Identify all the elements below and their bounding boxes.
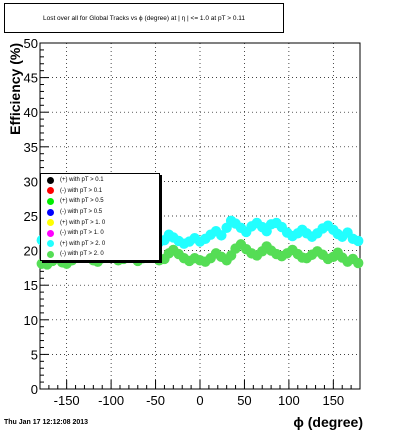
legend-label: (-) with pT > 0.5: [60, 209, 103, 216]
legend-label: (-) with pT > 2. 0: [60, 251, 104, 258]
y-tick-label: 45: [24, 71, 38, 86]
legend-label: (-) with pT > 1. 0: [60, 230, 104, 237]
y-tick-label: 35: [24, 140, 38, 155]
legend-marker-icon: [47, 250, 54, 258]
footer-timestamp: Thu Jan 17 12:12:08 2013: [4, 419, 89, 426]
x-tick-label: -100: [98, 393, 124, 408]
x-tick-label: -50: [146, 393, 165, 408]
legend-item: (-) with pT > 1. 0: [47, 228, 159, 239]
legend-label: (+) with pT > 2. 0: [60, 240, 106, 247]
legend-item: (+) with pT > 1. 0: [47, 217, 159, 228]
legend-item: (+) with pT > 0.5: [47, 196, 159, 207]
axis-ticks: -150 -100 -50 0 50 100 150 0 5 10 15 20 25 30 35 40 45 50: [24, 36, 361, 408]
y-tick-label: 50: [24, 36, 38, 51]
x-tick-label: 150: [322, 393, 344, 408]
y-tick-label: 10: [24, 313, 38, 328]
data-point: [216, 230, 227, 241]
chart-title: Lost over all for Global Tracks vs ϕ (de…: [42, 14, 246, 22]
data-point: [353, 235, 364, 247]
y-tick-label: 15: [24, 278, 38, 293]
legend-item: (+) with pT > 2. 0: [47, 239, 159, 250]
legend-item: (-) with pT > 0.1: [47, 186, 159, 197]
x-tick-label: 100: [278, 393, 300, 408]
x-tick-label: 0: [196, 393, 203, 408]
legend-marker-icon: [47, 187, 54, 195]
legend-marker-icon: [47, 176, 54, 184]
data-point: [353, 257, 364, 269]
y-tick-label: 20: [24, 244, 38, 259]
x-tick-label: -150: [54, 393, 80, 408]
legend-label: (+) with pT > 1. 0: [60, 219, 106, 226]
legend: (+) with pT > 0.1 (-) with pT > 0.1 (+) …: [40, 173, 160, 261]
legend-marker-icon: [47, 197, 54, 205]
y-axis-label: Efficiency (%): [7, 43, 23, 135]
legend-marker-icon: [47, 240, 54, 248]
legend-item: (+) with pT > 0.1: [47, 175, 159, 186]
x-tick-label: 50: [237, 393, 251, 408]
y-tick-label: 25: [24, 209, 38, 224]
legend-label: (+) with pT > 0.1: [60, 177, 104, 184]
legend-label: (+) with pT > 0.5: [60, 198, 104, 205]
legend-label: (-) with pT > 0.1: [60, 187, 103, 194]
grid-lines: [40, 42, 360, 390]
legend-marker-icon: [47, 229, 54, 237]
legend-marker-icon: [47, 219, 54, 227]
legend-item: (-) with pT > 0.5: [47, 207, 159, 218]
legend-item: (-) with pT > 2. 0: [47, 249, 159, 260]
y-tick-label: 0: [31, 382, 38, 397]
y-tick-label: 30: [24, 174, 38, 189]
chart-title-box: Lost over all for Global Tracks vs ϕ (de…: [4, 3, 284, 33]
y-tick-label: 5: [31, 347, 38, 362]
legend-marker-icon: [47, 208, 54, 216]
y-tick-label: 40: [24, 105, 38, 120]
x-axis-label: ϕ (degree): [293, 414, 363, 430]
